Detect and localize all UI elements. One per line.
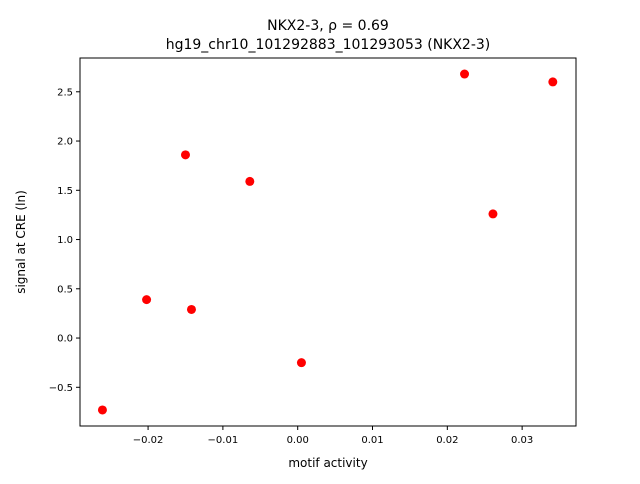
axes-frame (79, 57, 577, 427)
y-tick-label: 0.0 (57, 334, 73, 345)
x-tick-label: −0.01 (208, 435, 239, 446)
x-axis-label: motif activity (288, 456, 367, 470)
x-tick-label: 0.01 (361, 435, 383, 446)
y-tick-label: 2.5 (57, 87, 73, 98)
y-tick-label: 2.0 (57, 137, 73, 148)
x-tick-label: −0.02 (133, 435, 164, 446)
chart-title-line1: NKX2-3, ρ = 0.69 (267, 18, 389, 34)
data-point (97, 405, 107, 415)
y-tick-label: −0.5 (49, 383, 73, 394)
data-point (180, 150, 190, 160)
x-tick-label: 0.03 (511, 435, 533, 446)
data-point (296, 358, 306, 368)
data-point (548, 77, 558, 87)
y-tick-label: 0.5 (57, 284, 73, 295)
chart-title-line2: hg19_chr10_101292883_101293053 (NKX2-3) (166, 37, 491, 53)
data-point (460, 69, 470, 79)
y-tick-label: 1.0 (57, 235, 73, 246)
x-tick-label: 0.02 (436, 435, 458, 446)
x-tick-label: 0.00 (287, 435, 309, 446)
data-point (488, 209, 498, 219)
y-tick-label: 1.5 (57, 186, 73, 197)
data-point (186, 304, 196, 314)
data-point (245, 176, 255, 186)
y-axis-label: signal at CRE (ln) (14, 190, 28, 294)
data-point (142, 295, 152, 305)
